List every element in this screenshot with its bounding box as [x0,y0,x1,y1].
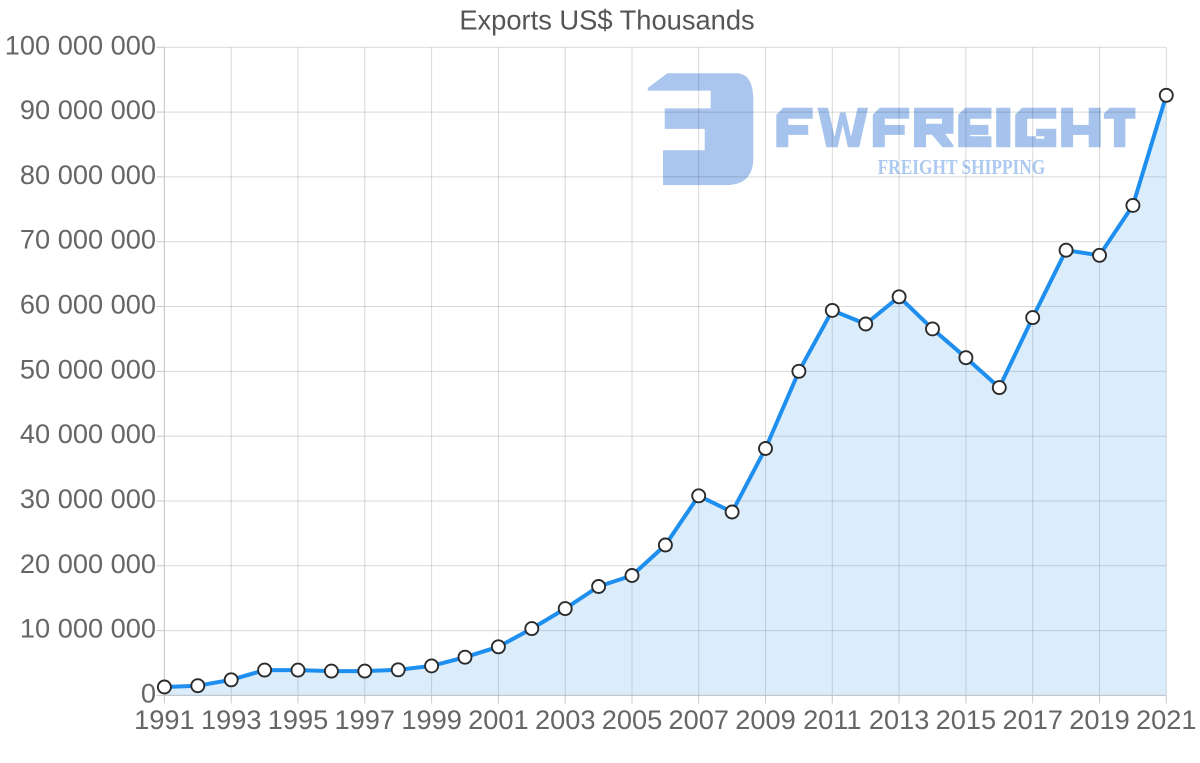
svg-text:2005: 2005 [602,704,662,735]
svg-text:60 000 000: 60 000 000 [20,289,156,320]
svg-text:1995: 1995 [268,704,328,735]
svg-text:2001: 2001 [468,704,528,735]
svg-text:1993: 1993 [201,704,261,735]
svg-text:80 000 000: 80 000 000 [20,159,156,190]
svg-text:2009: 2009 [735,704,795,735]
svg-text:30 000 000: 30 000 000 [20,483,156,514]
svg-text:0: 0 [141,677,156,708]
svg-text:Exports US$ Thousands: Exports US$ Thousands [459,5,754,36]
svg-text:2021: 2021 [1136,704,1196,735]
svg-text:1997: 1997 [335,704,395,735]
svg-text:2003: 2003 [535,704,595,735]
svg-text:10 000 000: 10 000 000 [20,613,156,644]
svg-text:100 000 000: 100 000 000 [5,29,156,60]
svg-text:2019: 2019 [1069,704,1129,735]
svg-text:1999: 1999 [401,704,461,735]
svg-text:2011: 2011 [803,704,861,735]
svg-text:2017: 2017 [1002,704,1062,735]
svg-text:2007: 2007 [668,704,728,735]
svg-text:20 000 000: 20 000 000 [20,548,156,579]
svg-text:2015: 2015 [936,704,996,735]
svg-text:40 000 000: 40 000 000 [20,418,156,449]
svg-text:50 000 000: 50 000 000 [20,353,156,384]
svg-text:FREIGHT SHIPPING: FREIGHT SHIPPING [878,155,1046,179]
svg-text:70 000 000: 70 000 000 [20,224,156,255]
svg-text:90 000 000: 90 000 000 [20,94,156,125]
svg-text:1991: 1991 [134,704,194,735]
svg-text:2013: 2013 [869,704,929,735]
